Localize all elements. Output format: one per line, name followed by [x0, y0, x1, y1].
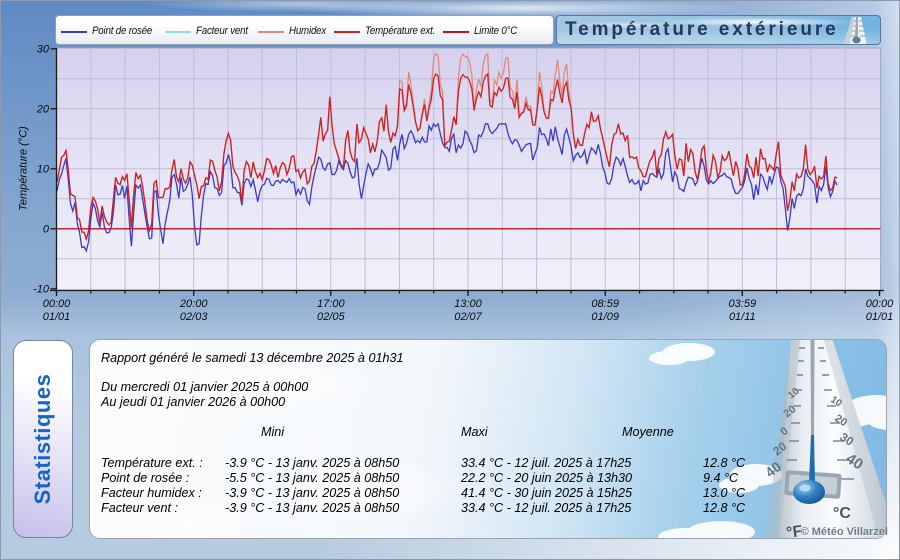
svg-text:20:00: 20:00	[179, 298, 208, 310]
svg-text:20: 20	[36, 103, 50, 115]
svg-text:00:00: 00:00	[866, 298, 894, 310]
svg-text:Température (°C): Température (°C)	[18, 126, 30, 211]
svg-text:08:59: 08:59	[591, 298, 619, 310]
svg-text:02/07: 02/07	[454, 311, 482, 323]
svg-text:01/01: 01/01	[866, 311, 894, 323]
svg-text:02/03: 02/03	[180, 311, 208, 323]
svg-text:°F: °F	[785, 523, 804, 539]
svg-text:20: 20	[781, 403, 798, 420]
svg-text:30: 30	[37, 43, 50, 55]
svg-text:01/11: 01/11	[729, 311, 756, 323]
svg-text:02/05: 02/05	[317, 311, 345, 323]
svg-text:01/09: 01/09	[591, 311, 619, 323]
svg-text:17:00: 17:00	[317, 298, 345, 310]
svg-text:00:00: 00:00	[43, 298, 71, 310]
svg-text:20: 20	[832, 412, 849, 429]
svg-text:0: 0	[43, 223, 50, 235]
svg-text:01/01: 01/01	[43, 311, 71, 323]
svg-text:40: 40	[843, 450, 866, 473]
svg-text:-10: -10	[33, 283, 50, 295]
svg-text:03:59: 03:59	[729, 298, 757, 310]
svg-text:13:00: 13:00	[454, 298, 482, 310]
svg-text:°C: °C	[833, 505, 851, 522]
svg-text:10: 10	[37, 163, 50, 175]
